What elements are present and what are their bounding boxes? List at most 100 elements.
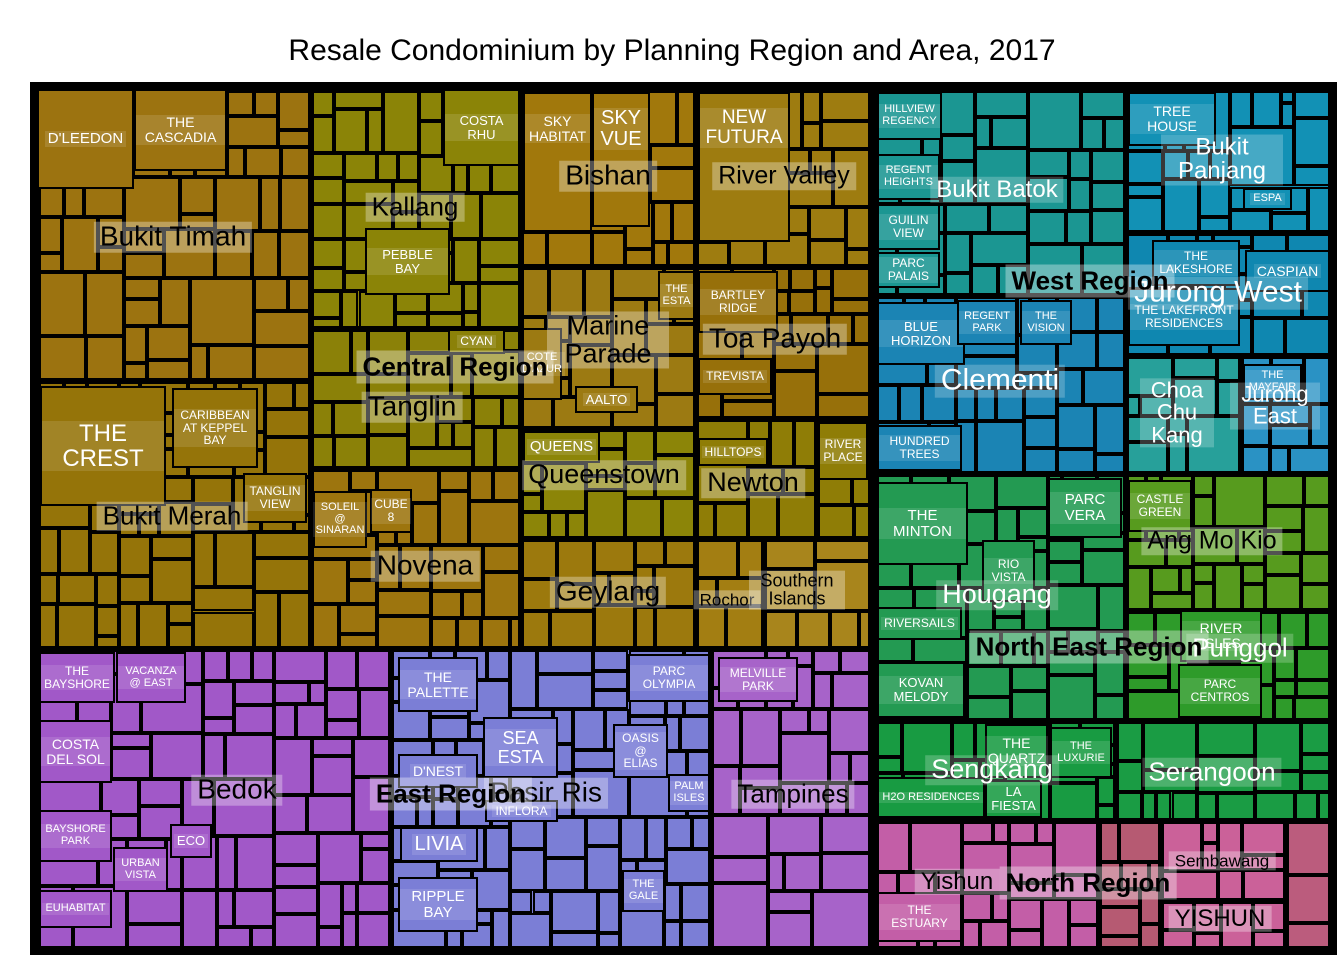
treemap-cell xyxy=(1054,822,1096,876)
treemap-cell xyxy=(653,566,693,607)
treemap-cell xyxy=(1162,822,1202,871)
treemap-cell xyxy=(664,884,681,922)
treemap-cell xyxy=(167,623,194,646)
area-label-tampines: Tampines xyxy=(731,779,855,809)
treemap-cell xyxy=(1047,539,1082,563)
treemap-cell xyxy=(245,146,281,178)
treemap-cell xyxy=(845,206,868,249)
chart-title: Resale Condominium by Planning Region an… xyxy=(288,34,1056,67)
treemap-cell xyxy=(962,822,993,843)
treemap-cell xyxy=(1097,777,1113,806)
treemap-cell xyxy=(1142,791,1157,818)
treemap-cell xyxy=(368,330,409,374)
treemap-cell xyxy=(1142,769,1197,792)
area-label-toa-payoh: Toa Payoh xyxy=(702,323,848,355)
treemap-cell xyxy=(348,580,378,605)
project-tree-house: TREE HOUSE xyxy=(1128,92,1216,146)
treemap-cell xyxy=(813,673,833,709)
treemap-cell xyxy=(556,540,594,584)
project-costa-rhu: COSTA RHU xyxy=(443,89,520,166)
treemap-cell xyxy=(809,148,834,173)
treemap-cell xyxy=(522,397,553,426)
treemap-cell xyxy=(1098,630,1123,653)
treemap-cell xyxy=(1047,562,1082,585)
treemap-cell xyxy=(1094,404,1123,455)
treemap-cell xyxy=(58,527,90,574)
treemap-cell xyxy=(741,708,780,767)
treemap-cell xyxy=(899,385,922,423)
treemap-cell xyxy=(1127,151,1164,184)
treemap-cell xyxy=(971,233,1029,266)
treemap-cell xyxy=(655,393,693,426)
treemap-cell xyxy=(124,363,148,378)
treemap-cell xyxy=(782,467,814,494)
treemap-cell xyxy=(712,708,742,767)
treemap-cell xyxy=(190,345,209,378)
treemap-cell xyxy=(1252,317,1285,353)
treemap-cell xyxy=(312,152,345,178)
treemap-cell xyxy=(975,420,1025,471)
treemap-cell xyxy=(1081,549,1123,585)
treemap-cell xyxy=(431,544,483,591)
project-espa: ESPA xyxy=(1243,188,1292,210)
project-new-futura: NEW FUTURA xyxy=(698,92,790,242)
treemap-cell xyxy=(784,854,821,891)
treemap-cell xyxy=(809,708,830,734)
treemap-cell xyxy=(767,912,813,946)
treemap-cell xyxy=(1047,675,1096,718)
treemap-cell xyxy=(306,795,354,833)
treemap-cell xyxy=(95,605,119,637)
treemap-cell xyxy=(392,797,417,828)
treemap-cell xyxy=(138,602,168,646)
treemap-cell xyxy=(253,278,288,311)
project-parc-olympia: PARC OLYMPIA xyxy=(628,654,710,702)
treemap-cell xyxy=(1301,722,1328,755)
treemap-cell xyxy=(260,177,280,231)
treemap-cell xyxy=(1056,332,1097,369)
treemap-cell xyxy=(1172,357,1217,378)
treemap-cell xyxy=(226,146,246,178)
treemap-cell xyxy=(1091,210,1123,245)
treemap-cell xyxy=(1252,931,1283,946)
treemap-cell xyxy=(100,778,140,816)
treemap-cell xyxy=(992,822,1009,843)
project-queens: QUEENS xyxy=(523,431,600,463)
treemap-cell xyxy=(1216,380,1238,417)
area-label-yishun: Yishun xyxy=(914,868,1000,896)
area-label-hougang: Hougang xyxy=(936,580,1058,610)
treemap-cell xyxy=(877,822,911,873)
treemap-cell xyxy=(1047,628,1069,653)
treemap-cell xyxy=(439,470,470,492)
treemap-cell xyxy=(1241,822,1283,856)
treemap-cell xyxy=(712,766,741,816)
treemap-cell xyxy=(1194,902,1221,933)
treemap-cell xyxy=(1094,454,1123,471)
treemap-cell xyxy=(1127,676,1170,692)
treemap-cell xyxy=(457,618,482,646)
treemap-cell xyxy=(253,91,278,116)
treemap-cell xyxy=(1242,445,1270,471)
treemap-cell xyxy=(677,91,693,146)
treemap-cell xyxy=(967,697,1012,718)
area-label-novena: Novena xyxy=(370,550,480,582)
treemap-cell xyxy=(854,505,868,536)
treemap-cell xyxy=(1049,782,1098,818)
treemap-cell xyxy=(1100,906,1141,937)
treemap-cell xyxy=(312,435,334,466)
treemap-cell xyxy=(809,206,846,240)
project-the-lakeshore: THE LAKESHORE xyxy=(1152,240,1240,286)
treemap-cell xyxy=(253,591,279,646)
treemap-cell xyxy=(814,268,833,289)
treemap-cell xyxy=(522,511,549,536)
treemap-cell xyxy=(436,421,454,448)
treemap-cell xyxy=(510,817,546,850)
treemap-cell xyxy=(430,716,469,741)
treemap-cell xyxy=(118,514,140,536)
treemap-cell xyxy=(341,912,357,946)
project-the-gale: THE GALE xyxy=(622,870,665,912)
treemap-cell xyxy=(1193,583,1214,608)
treemap-cell xyxy=(411,502,440,545)
treemap-cell xyxy=(1100,822,1119,863)
project-oasis-at-elias: OASIS @ ELIAS xyxy=(613,724,668,778)
treemap-cell xyxy=(1081,244,1123,293)
